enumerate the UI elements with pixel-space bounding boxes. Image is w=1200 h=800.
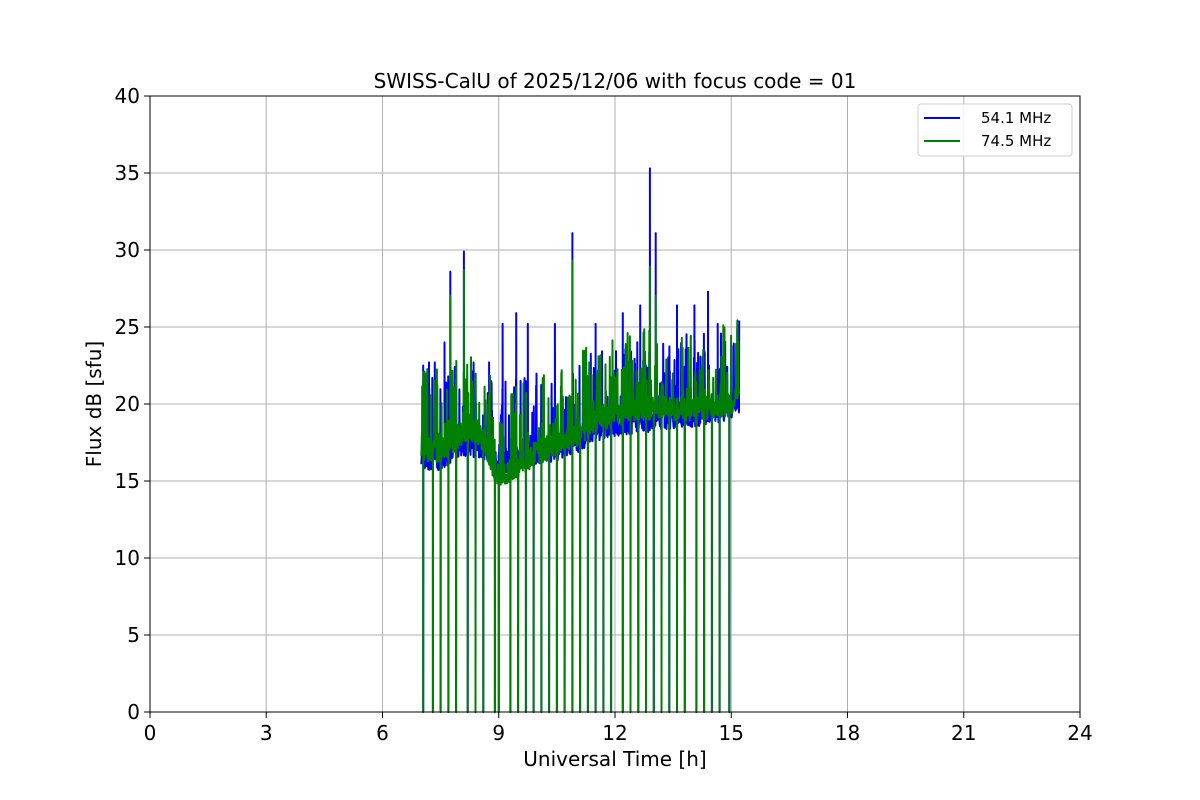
x-tick-label: 0 bbox=[144, 721, 157, 745]
x-axis-label: Universal Time [h] bbox=[523, 747, 706, 771]
y-tick-label: 5 bbox=[127, 623, 140, 647]
series-line bbox=[420, 259, 740, 713]
legend-label-54-1: 54.1 MHz bbox=[981, 109, 1051, 127]
x-tick-label: 21 bbox=[951, 721, 976, 745]
y-tick-label: 20 bbox=[115, 392, 140, 416]
chart-title: SWISS-CalU of 2025/12/06 with focus code… bbox=[374, 69, 857, 93]
y-tick-label: 0 bbox=[127, 700, 140, 724]
y-tick-label: 25 bbox=[115, 315, 140, 339]
x-tick-label: 3 bbox=[260, 721, 273, 745]
x-tick-label: 12 bbox=[602, 721, 627, 745]
tick-layer: 0 3 6 9 12 15 18 21 24 0 5 10 15 20 25 30 35 40 bbox=[115, 84, 1093, 745]
y-tick-label: 40 bbox=[115, 84, 140, 108]
y-tick-label: 10 bbox=[115, 546, 140, 570]
y-tick-label: 30 bbox=[115, 238, 140, 262]
x-tick-label: 15 bbox=[719, 721, 744, 745]
y-tick-label: 15 bbox=[115, 469, 140, 493]
y-tick-label: 35 bbox=[115, 161, 140, 185]
y-axis-label: Flux dB [sfu] bbox=[82, 341, 106, 467]
x-tick-label: 6 bbox=[376, 721, 389, 745]
x-tick-label: 18 bbox=[835, 721, 860, 745]
series-layer bbox=[420, 167, 741, 713]
legend: 54.1 MHz 74.5 MHz bbox=[917, 103, 1073, 157]
x-tick-label: 24 bbox=[1067, 721, 1092, 745]
series-74-5-mhz bbox=[420, 259, 740, 713]
legend-label-74-5: 74.5 MHz bbox=[981, 132, 1051, 150]
x-tick-label: 9 bbox=[492, 721, 505, 745]
